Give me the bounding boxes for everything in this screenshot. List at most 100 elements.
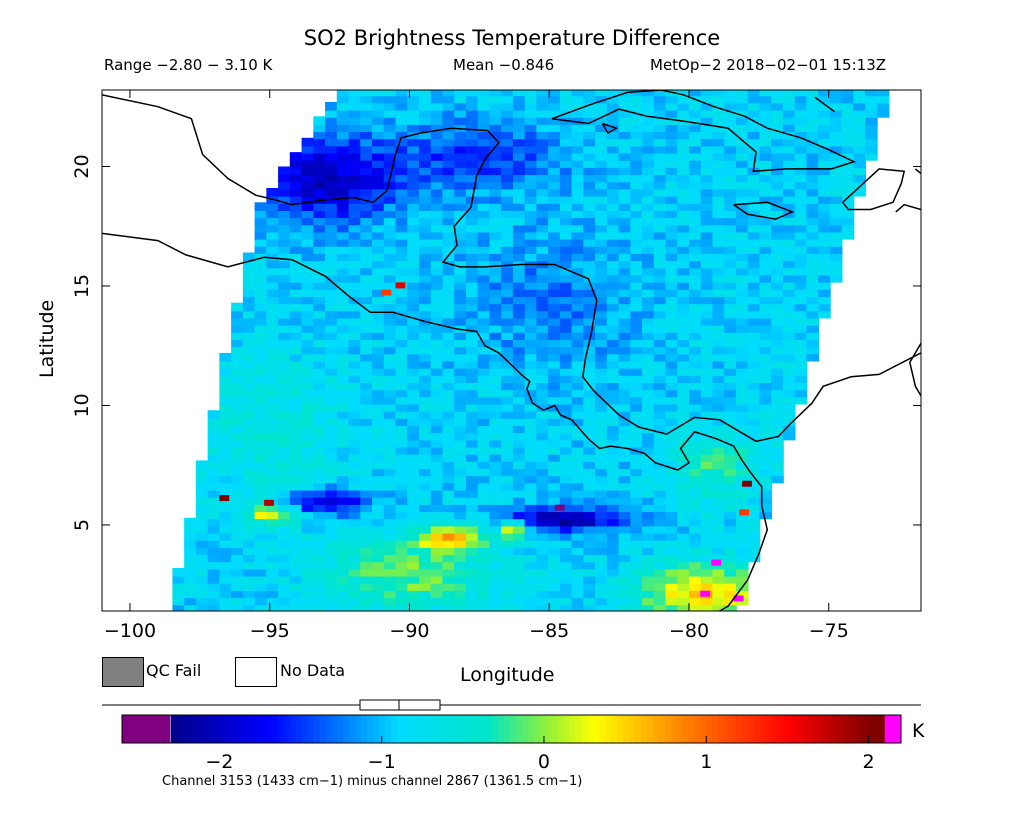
heatmap-cell (289, 324, 303, 333)
heatmap-cell (512, 152, 526, 161)
heatmap-cell (571, 252, 585, 262)
heatmap-cell (207, 489, 221, 498)
heatmap-cell (501, 238, 514, 247)
heatmap-cell (688, 467, 702, 477)
heatmap-cell (430, 231, 444, 240)
heatmap-cell (313, 431, 326, 441)
heatmap-cell (360, 395, 373, 405)
heatmap-cell (548, 202, 561, 211)
heatmap-cell (348, 173, 362, 183)
heatmap-cell (677, 338, 690, 348)
heatmap-cell (524, 424, 538, 434)
heatmap-cell (383, 109, 397, 118)
heatmap-cell (501, 481, 514, 491)
heatmap-cell (606, 596, 620, 606)
heatmap-cell (818, 123, 831, 133)
heatmap-cell (630, 589, 643, 599)
heatmap-cell (512, 180, 526, 190)
heatmap-cell (418, 101, 432, 111)
heatmap-cell (595, 238, 608, 247)
heatmap-cell (865, 94, 878, 104)
colorbar-segment (789, 715, 797, 743)
heatmap-cell (395, 195, 409, 204)
heatmap-cell (278, 388, 291, 398)
heatmap-cell (301, 245, 315, 254)
heatmap-cell (595, 281, 608, 290)
heatmap-cell (184, 603, 197, 611)
heatmap-cell (524, 331, 538, 340)
heatmap-cell (724, 266, 737, 276)
heatmap-cell (242, 553, 256, 563)
heatmap-cell (735, 231, 749, 240)
heatmap-cell (794, 180, 808, 190)
heatmap-cell (735, 101, 749, 111)
heatmap-cell (759, 481, 773, 491)
colorbar-segment (646, 715, 654, 743)
heatmap-cell (430, 524, 444, 534)
heatmap-cell (407, 352, 420, 362)
heatmap-cell (571, 331, 585, 340)
heatmap-cell (360, 187, 373, 197)
heatmap-cell (336, 252, 350, 262)
heatmap-cell (407, 539, 420, 548)
heatmap-cell (278, 510, 291, 520)
heatmap-cell (207, 496, 221, 505)
heatmap-cell (642, 481, 655, 491)
heatmap-cell (618, 288, 632, 297)
heatmap-cell (313, 130, 326, 140)
heatmap-cell (724, 589, 737, 599)
heatmap-cell (348, 410, 362, 419)
heatmap-cell (747, 474, 761, 484)
heatmap-cell (583, 274, 596, 283)
heatmap-cell (207, 417, 221, 427)
heatmap-cell (618, 238, 632, 247)
heatmap-cell (642, 94, 655, 104)
heatmap-cell (501, 575, 514, 584)
heatmap-cell (336, 410, 350, 419)
heatmap-cell (430, 388, 444, 398)
heatmap-cell (430, 331, 444, 340)
heatmap-cell (571, 446, 585, 455)
heatmap-cell (489, 532, 503, 541)
heatmap-cell (301, 410, 315, 419)
slider-thumb[interactable] (359, 699, 441, 711)
heatmap-cell (254, 560, 268, 570)
coastline (909, 342, 921, 397)
heatmap-cell (818, 159, 831, 168)
heatmap-cell (465, 202, 479, 211)
heatmap-cell (418, 603, 432, 611)
heatmap-cell (595, 180, 608, 190)
heatmap-cell (278, 410, 291, 419)
heatmap-cell (524, 266, 538, 276)
heatmap-cell (630, 195, 643, 204)
heatmap-cell (688, 532, 702, 541)
heatmap-cell (418, 202, 432, 211)
heatmap-cell (313, 381, 326, 391)
heatmap-cell (348, 309, 362, 319)
heatmap-cell (735, 539, 749, 548)
heatmap-cell (665, 589, 679, 599)
heatmap-cell (301, 360, 315, 369)
heatmap-cell (829, 231, 843, 240)
heatmap-cell (618, 123, 632, 133)
heatmap-cell (865, 137, 878, 147)
heatmap-cell (254, 360, 268, 369)
heatmap-cell (289, 446, 303, 455)
heatmap-cell (278, 496, 291, 505)
heatmap-cell (430, 123, 444, 133)
colorbar-segment (420, 715, 428, 743)
heatmap-cell (489, 123, 503, 133)
heatmap-cell (642, 395, 655, 405)
heatmap-cell (536, 324, 549, 333)
heatmap-cell (747, 388, 761, 398)
heatmap-cell (325, 266, 338, 276)
heatmap-cell (712, 324, 726, 333)
heatmap-cell (465, 223, 479, 233)
heatmap-cell (771, 410, 784, 419)
heatmap-cell (653, 603, 667, 611)
heatmap-cell (524, 173, 538, 183)
heatmap-cell (688, 166, 702, 176)
heatmap-cell (418, 360, 432, 369)
heatmap-cell (407, 180, 420, 190)
